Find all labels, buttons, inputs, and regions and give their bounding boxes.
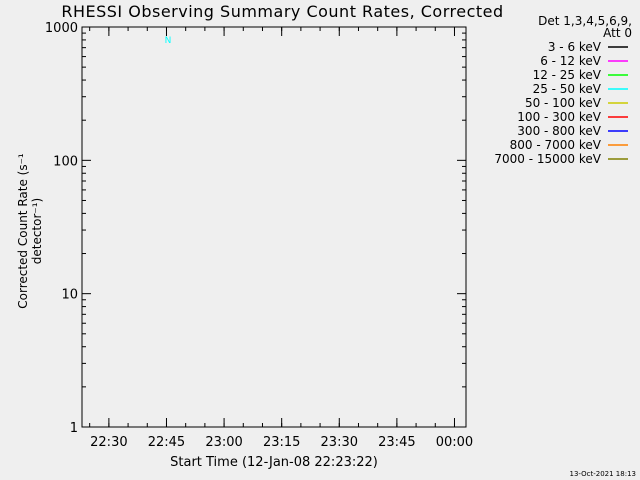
x-tick-label: 23:00	[205, 435, 242, 450]
legend-label: 25 - 50 keV	[533, 82, 602, 96]
y-tick-label: 1	[70, 421, 78, 436]
y-tick-label: 10	[61, 288, 78, 303]
x-axis-label: Start Time (12-Jan-08 22:23:22)	[170, 455, 378, 470]
x-tick-label: 23:30	[321, 435, 358, 450]
x-tick-label: 22:45	[148, 435, 185, 450]
legend-label: 300 - 800 keV	[517, 124, 601, 138]
legend-label: 3 - 6 keV	[548, 40, 602, 54]
chart-title: RHESSI Observing Summary Count Rates, Co…	[61, 2, 504, 21]
y-tick-label: 1000	[45, 21, 78, 36]
plot-frame	[81, 26, 467, 428]
legend-label: 12 - 25 keV	[533, 68, 602, 82]
legend-label: 6 - 12 keV	[540, 54, 602, 68]
x-tick-label: 22:30	[90, 435, 127, 450]
legend-label: 100 - 300 keV	[517, 110, 601, 124]
legend-label: 50 - 100 keV	[525, 96, 602, 110]
y-tick-label: 100	[53, 154, 78, 169]
legend-label: 800 - 7000 keV	[510, 138, 602, 152]
legend-label: 7000 - 15000 keV	[494, 152, 601, 166]
legend-header: Att 0	[603, 26, 632, 40]
x-tick-label: 23:45	[378, 435, 415, 450]
x-tick-label: 00:00	[436, 435, 473, 450]
timestamp: 13-Oct-2021 18:13	[569, 470, 636, 478]
x-tick-label: 23:15	[263, 435, 300, 450]
legend-header: Det 1,3,4,5,6,9,	[538, 14, 632, 28]
annotation-label: N	[165, 36, 172, 46]
